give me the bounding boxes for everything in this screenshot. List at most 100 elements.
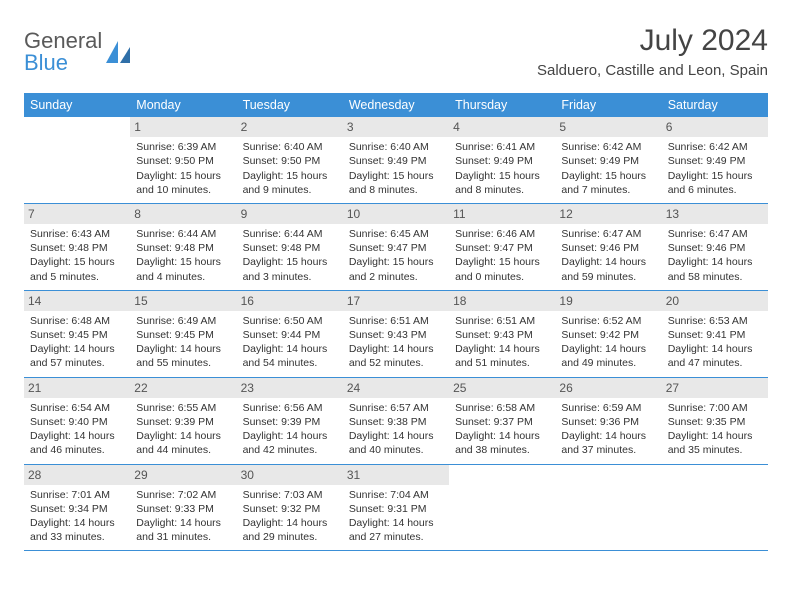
day-details: Sunrise: 6:40 AM Sunset: 9:50 PM Dayligh… [243,140,337,197]
day-number: 31 [343,465,449,485]
day-details: Sunrise: 6:58 AM Sunset: 9:37 PM Dayligh… [455,401,549,458]
calendar-body: 1 Sunrise: 6:39 AM Sunset: 9:50 PM Daylig… [24,117,768,551]
day-number: 8 [130,204,236,224]
day-number: 2 [237,117,343,137]
calendar-day-cell: 20 Sunrise: 6:53 AM Sunset: 9:41 PM Dayli… [662,290,768,377]
calendar-day-cell: 3 Sunrise: 6:40 AM Sunset: 9:49 PM Daylig… [343,117,449,203]
day-number: 26 [555,378,661,398]
day-number: 30 [237,465,343,485]
day-details: Sunrise: 6:41 AM Sunset: 9:49 PM Dayligh… [455,140,549,197]
calendar-week-row: 21 Sunrise: 6:54 AM Sunset: 9:40 PM Dayli… [24,377,768,464]
day-number: 13 [662,204,768,224]
calendar-week-row: 7 Sunrise: 6:43 AM Sunset: 9:48 PM Daylig… [24,203,768,290]
day-number: 22 [130,378,236,398]
calendar-day-cell [662,464,768,551]
calendar-day-cell: 15 Sunrise: 6:49 AM Sunset: 9:45 PM Dayli… [130,290,236,377]
calendar-day-cell: 8 Sunrise: 6:44 AM Sunset: 9:48 PM Daylig… [130,203,236,290]
calendar-day-cell [449,464,555,551]
brand-text: General Blue [24,30,102,74]
calendar-day-cell [555,464,661,551]
day-details: Sunrise: 7:02 AM Sunset: 9:33 PM Dayligh… [136,488,230,545]
day-number: 24 [343,378,449,398]
day-number: 21 [24,378,130,398]
day-details: Sunrise: 6:44 AM Sunset: 9:48 PM Dayligh… [243,227,337,284]
day-details: Sunrise: 6:51 AM Sunset: 9:43 PM Dayligh… [455,314,549,371]
day-details: Sunrise: 6:48 AM Sunset: 9:45 PM Dayligh… [30,314,124,371]
weekday-header: Tuesday [237,93,343,117]
day-number: 27 [662,378,768,398]
day-number: 18 [449,291,555,311]
day-details: Sunrise: 6:47 AM Sunset: 9:46 PM Dayligh… [668,227,762,284]
calendar-day-cell: 25 Sunrise: 6:58 AM Sunset: 9:37 PM Dayli… [449,377,555,464]
calendar-header-row: SundayMondayTuesdayWednesdayThursdayFrid… [24,93,768,117]
calendar-day-cell: 17Sunrise: 6:51 AM Sunset: 9:43 PM Dayli… [343,290,449,377]
day-number: 28 [24,465,130,485]
day-number: 10 [343,204,449,224]
day-details: Sunrise: 6:49 AM Sunset: 9:45 PM Dayligh… [136,314,230,371]
calendar-day-cell: 5 Sunrise: 6:42 AM Sunset: 9:49 PM Daylig… [555,117,661,203]
calendar-day-cell: 12 Sunrise: 6:47 AM Sunset: 9:46 PM Dayli… [555,203,661,290]
day-number: 12 [555,204,661,224]
day-number: 29 [130,465,236,485]
day-number: 4 [449,117,555,137]
day-number: 5 [555,117,661,137]
day-details: Sunrise: 6:54 AM Sunset: 9:40 PM Dayligh… [30,401,124,458]
calendar-day-cell: 10 Sunrise: 6:45 AM Sunset: 9:47 PM Dayli… [343,203,449,290]
day-details: Sunrise: 6:42 AM Sunset: 9:49 PM Dayligh… [561,140,655,197]
day-details: Sunrise: 6:47 AM Sunset: 9:46 PM Dayligh… [561,227,655,284]
day-number: 7 [24,204,130,224]
day-details: Sunrise: 6:40 AM Sunset: 9:49 PM Dayligh… [349,140,443,197]
weekday-header: Friday [555,93,661,117]
day-details: Sunrise: 6:57 AM Sunset: 9:38 PM Dayligh… [349,401,443,458]
calendar-day-cell: 26Sunrise: 6:59 AM Sunset: 9:36 PM Dayli… [555,377,661,464]
weekday-header: Thursday [449,93,555,117]
day-details: Sunrise: 6:39 AM Sunset: 9:50 PM Dayligh… [136,140,230,197]
day-details: Sunrise: 7:03 AM Sunset: 9:32 PM Dayligh… [243,488,337,545]
calendar-day-cell [24,117,130,203]
calendar-week-row: 28 Sunrise: 7:01 AM Sunset: 9:34 PM Dayli… [24,464,768,551]
day-details: Sunrise: 6:44 AM Sunset: 9:48 PM Dayligh… [136,227,230,284]
calendar-week-row: 14Sunrise: 6:48 AM Sunset: 9:45 PM Dayli… [24,290,768,377]
calendar-page: General Blue July 2024 Salduero, Castill… [0,0,792,551]
day-details: Sunrise: 7:00 AM Sunset: 9:35 PM Dayligh… [668,401,762,458]
day-number: 3 [343,117,449,137]
day-number: 25 [449,378,555,398]
calendar-day-cell: 9 Sunrise: 6:44 AM Sunset: 9:48 PM Daylig… [237,203,343,290]
day-details: Sunrise: 6:46 AM Sunset: 9:47 PM Dayligh… [455,227,549,284]
calendar-day-cell: 31 Sunrise: 7:04 AM Sunset: 9:31 PM Dayli… [343,464,449,551]
day-details: Sunrise: 6:56 AM Sunset: 9:39 PM Dayligh… [243,401,337,458]
calendar-day-cell: 22Sunrise: 6:55 AM Sunset: 9:39 PM Dayli… [130,377,236,464]
calendar-day-cell: 29 Sunrise: 7:02 AM Sunset: 9:33 PM Dayli… [130,464,236,551]
calendar-day-cell: 2 Sunrise: 6:40 AM Sunset: 9:50 PM Daylig… [237,117,343,203]
weekday-header: Sunday [24,93,130,117]
sail-icon [104,39,132,65]
calendar-day-cell: 16Sunrise: 6:50 AM Sunset: 9:44 PM Dayli… [237,290,343,377]
title-block: July 2024 Salduero, Castille and Leon, S… [537,24,768,79]
day-details: Sunrise: 6:45 AM Sunset: 9:47 PM Dayligh… [349,227,443,284]
calendar-day-cell: 18 Sunrise: 6:51 AM Sunset: 9:43 PM Dayli… [449,290,555,377]
calendar-day-cell: 6Sunrise: 6:42 AM Sunset: 9:49 PM Daylig… [662,117,768,203]
weekday-header: Saturday [662,93,768,117]
calendar-day-cell: 14Sunrise: 6:48 AM Sunset: 9:45 PM Dayli… [24,290,130,377]
day-details: Sunrise: 6:42 AM Sunset: 9:49 PM Dayligh… [668,140,762,197]
brand-logo: General Blue [24,24,132,74]
day-number: 15 [130,291,236,311]
calendar-day-cell: 24 Sunrise: 6:57 AM Sunset: 9:38 PM Dayli… [343,377,449,464]
calendar-day-cell: 13 Sunrise: 6:47 AM Sunset: 9:46 PM Dayli… [662,203,768,290]
calendar-table: SundayMondayTuesdayWednesdayThursdayFrid… [24,93,768,551]
calendar-day-cell: 23Sunrise: 6:56 AM Sunset: 9:39 PM Dayli… [237,377,343,464]
day-number: 19 [555,291,661,311]
day-details: Sunrise: 6:52 AM Sunset: 9:42 PM Dayligh… [561,314,655,371]
day-details: Sunrise: 6:53 AM Sunset: 9:41 PM Dayligh… [668,314,762,371]
day-details: Sunrise: 7:01 AM Sunset: 9:34 PM Dayligh… [30,488,124,545]
day-number: 9 [237,204,343,224]
day-number: 1 [130,117,236,137]
location: Salduero, Castille and Leon, Spain [537,62,768,79]
day-details: Sunrise: 6:43 AM Sunset: 9:48 PM Dayligh… [30,227,124,284]
calendar-day-cell: 27 Sunrise: 7:00 AM Sunset: 9:35 PM Dayli… [662,377,768,464]
header: General Blue July 2024 Salduero, Castill… [24,24,768,79]
day-details: Sunrise: 7:04 AM Sunset: 9:31 PM Dayligh… [349,488,443,545]
weekday-header: Wednesday [343,93,449,117]
calendar-day-cell: 19 Sunrise: 6:52 AM Sunset: 9:42 PM Dayli… [555,290,661,377]
day-number: 20 [662,291,768,311]
